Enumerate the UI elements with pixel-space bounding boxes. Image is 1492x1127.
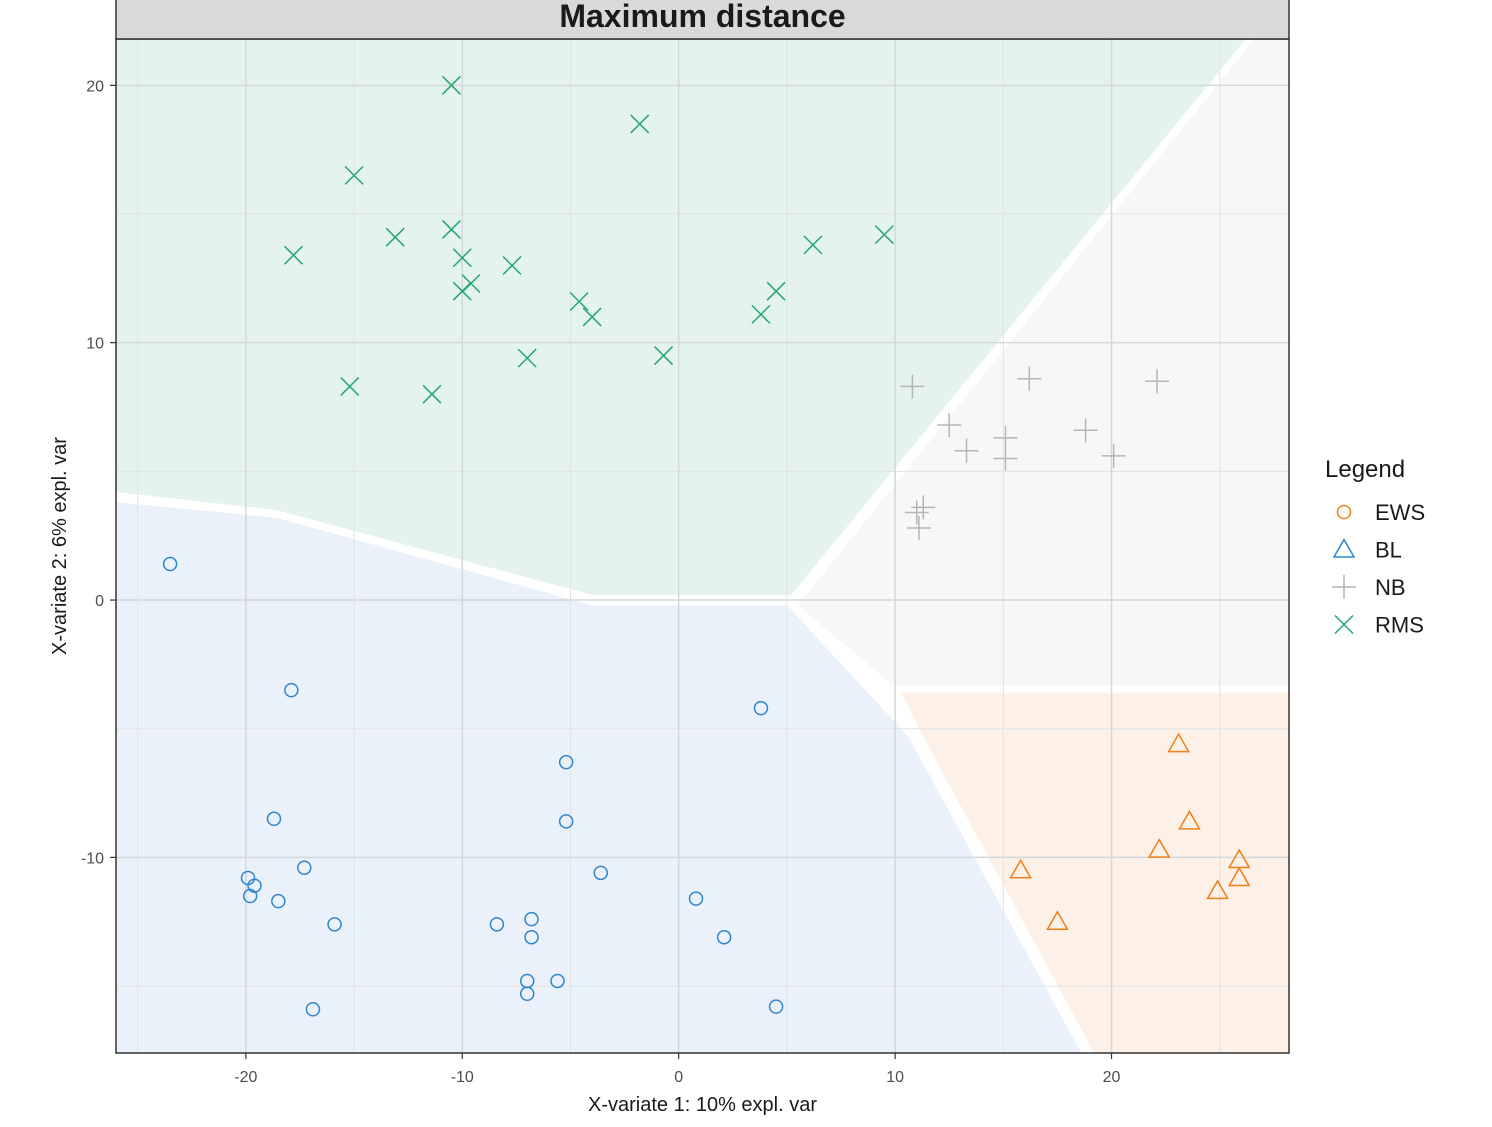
- point-nb: [1101, 443, 1126, 468]
- point-rms: [751, 304, 771, 324]
- y-tick-label: 10: [86, 336, 104, 353]
- point-bl: [284, 682, 299, 698]
- region-ews: [901, 692, 1289, 1053]
- x-tick-label: -10: [451, 1069, 474, 1086]
- point-bl: [271, 893, 286, 909]
- point-bl: [242, 888, 258, 904]
- point-nb: [993, 446, 1018, 471]
- region-bl: [116, 502, 1082, 1053]
- point-nb: [900, 374, 925, 399]
- series-nb: [900, 366, 1169, 540]
- series-bl: [162, 556, 784, 1017]
- legend: Legend EWS BL NB RMS: [1325, 456, 1425, 638]
- point-ews: [1147, 838, 1171, 858]
- point-nb: [1144, 369, 1169, 394]
- x-tick-label: 20: [1103, 1069, 1121, 1086]
- point-ews: [1167, 732, 1190, 753]
- point-rms: [385, 227, 405, 247]
- point-bl: [524, 911, 539, 927]
- chart-title: Maximum distance: [559, 0, 845, 34]
- legend-item-ews: EWS: [1336, 500, 1425, 525]
- x-axis-title: X-variate 1: 10% expl. var: [588, 1094, 817, 1116]
- legend-item-bl: BL: [1332, 537, 1402, 563]
- point-bl: [305, 1001, 321, 1017]
- point-nb: [904, 500, 929, 525]
- decision-regions: [116, 39, 1289, 1053]
- point-rms: [502, 255, 522, 276]
- point-bl: [753, 700, 769, 716]
- x-tick-label: 10: [886, 1069, 904, 1086]
- point-rms: [283, 245, 303, 265]
- point-rms: [874, 225, 894, 245]
- point-nb: [1017, 366, 1042, 391]
- point-ews: [1009, 858, 1032, 879]
- point-rms: [441, 75, 461, 95]
- title-strip-background: [115, 0, 1290, 40]
- point-rms: [766, 281, 786, 301]
- legend-label: BL: [1375, 538, 1402, 563]
- point-ews: [1206, 879, 1229, 900]
- point-nb: [906, 515, 931, 540]
- point-ews: [1178, 809, 1201, 830]
- legend-key-ews: [1336, 504, 1352, 520]
- region-rms: [116, 39, 1246, 595]
- point-rms: [422, 384, 442, 404]
- point-nb: [911, 495, 936, 520]
- point-rms: [582, 307, 602, 327]
- y-tick-label: 0: [95, 593, 104, 610]
- x-tick-label: -20: [234, 1069, 257, 1086]
- point-bl: [550, 973, 565, 989]
- point-bl: [716, 929, 732, 945]
- region-nb: [797, 39, 1289, 685]
- point-rms: [654, 346, 674, 366]
- point-bl: [768, 999, 784, 1014]
- point-bl: [327, 917, 342, 932]
- point-rms: [803, 235, 823, 255]
- y-tick-label: 20: [86, 78, 104, 95]
- point-bl: [688, 891, 704, 906]
- x-axis-ticks: -20 -10 0 10 20: [234, 1053, 1121, 1086]
- point-ews: [1046, 910, 1069, 930]
- point-rms: [630, 114, 650, 134]
- point-bl: [519, 986, 535, 1002]
- point-rms: [569, 291, 589, 312]
- point-rms: [452, 281, 472, 301]
- legend-item-nb: NB: [1332, 575, 1406, 600]
- data-points: [162, 75, 1251, 1017]
- point-bl: [524, 929, 539, 945]
- point-rms: [441, 219, 461, 239]
- point-bl: [297, 860, 312, 875]
- point-rms: [344, 165, 364, 185]
- legend-label: NB: [1375, 575, 1406, 600]
- point-rms: [452, 248, 472, 268]
- point-ews: [1227, 866, 1251, 887]
- legend-label: RMS: [1375, 613, 1424, 638]
- point-rms: [517, 348, 537, 368]
- legend-title: Legend: [1325, 456, 1405, 483]
- point-nb: [937, 413, 962, 438]
- legend-label: EWS: [1375, 500, 1425, 525]
- y-axis-ticks: -10 0 10 20: [81, 78, 116, 867]
- point-rms: [340, 376, 360, 396]
- series-ews: [1009, 732, 1251, 930]
- point-bl: [489, 917, 505, 932]
- y-axis-title: X-variate 2: 6% expl. var: [49, 437, 71, 655]
- series-rms: [283, 75, 894, 404]
- point-bl: [266, 811, 282, 827]
- legend-item-rms: RMS: [1334, 613, 1424, 638]
- title-strip: Maximum distance: [115, 0, 1290, 40]
- point-nb: [1073, 418, 1098, 443]
- legend-key-rms: [1334, 614, 1354, 635]
- y-tick-label: -10: [81, 850, 104, 867]
- point-bl: [558, 754, 574, 770]
- legend-key-nb: [1332, 575, 1356, 599]
- x-tick-label: 0: [674, 1069, 683, 1086]
- point-bl: [558, 814, 574, 829]
- point-nb: [954, 438, 979, 463]
- legend-key-bl: [1332, 537, 1356, 558]
- point-bl: [162, 556, 178, 572]
- point-bl: [593, 865, 609, 881]
- point-nb: [993, 425, 1018, 450]
